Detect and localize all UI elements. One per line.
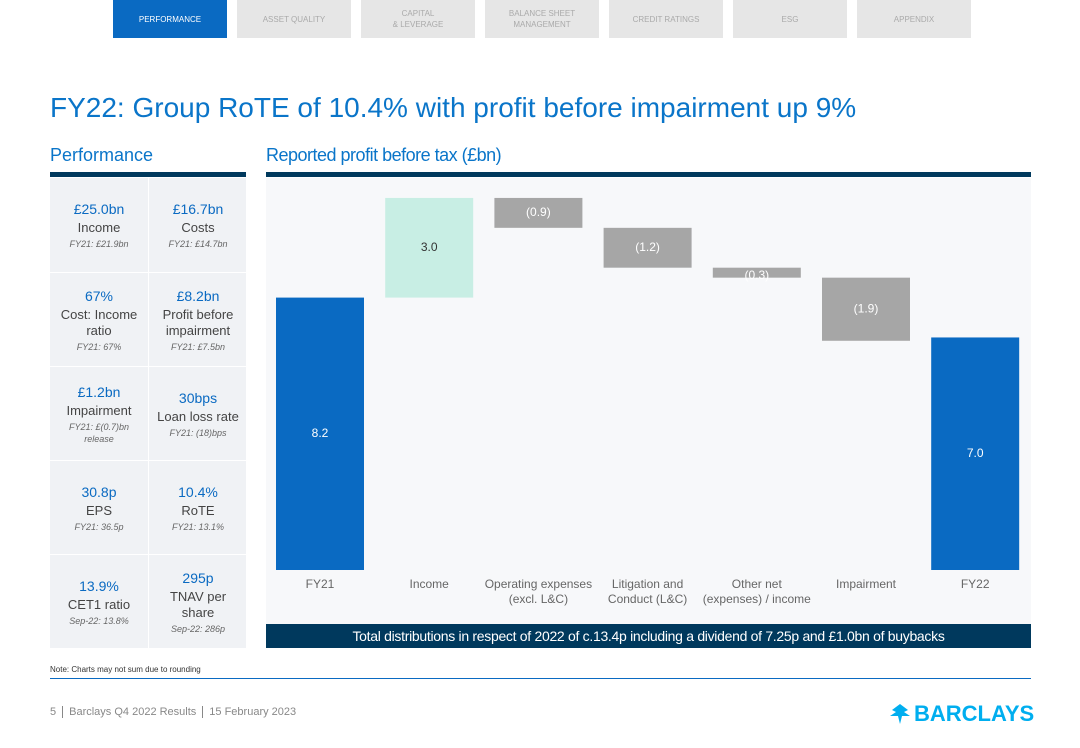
kpi-value: 10.4% [178, 483, 218, 500]
kpi-note: FY21: 13.1% [171, 521, 225, 532]
kpi-cell: 30bps Loan loss rate FY21: (18)bps [148, 366, 247, 461]
logo-icon [890, 704, 910, 724]
kpi-note: FY21: £21.9bn [69, 238, 129, 249]
kpi-value: 13.9% [79, 577, 119, 594]
kpi-label: Loan loss rate [157, 408, 239, 424]
x-tick-label: Other net (expenses) / income [702, 577, 811, 606]
doc-name: Barclays Q4 2022 Results [62, 706, 196, 718]
nav-tab[interactable]: ASSET QUALITY [237, 0, 351, 38]
rule [266, 172, 1031, 177]
kpi-value: 67% [84, 287, 114, 304]
nav-tab[interactable]: BALANCE SHEET MANAGEMENT [485, 0, 599, 38]
kpi-note: Sep-22: 286p [170, 623, 226, 634]
kpi-label: Costs [181, 219, 215, 235]
x-tick-label: Litigation and Conduct (L&C) [607, 577, 688, 606]
page-number: 5 [50, 706, 57, 718]
kpi-value: £8.2bn [176, 287, 220, 304]
nav-tab[interactable]: CAPITAL & LEVERAGE [361, 0, 475, 38]
value-label: 7.0 [967, 446, 984, 460]
bar [822, 277, 910, 341]
rule [50, 172, 246, 177]
kpi-label: Cost: Income ratio [60, 306, 138, 338]
kpi-label: RoTE [181, 502, 215, 518]
footer: 5 Barclays Q4 2022 Results 15 February 2… [50, 706, 296, 718]
value-label: (1.2) [635, 240, 660, 254]
kpi-note: FY21: £7.5bn [170, 341, 226, 352]
slide-title: FY22: Group RoTE of 10.4% with profit be… [50, 92, 857, 123]
value-label: (1.9) [854, 301, 879, 315]
date: 15 February 2023 [202, 706, 296, 718]
x-tick-label: Operating expenses (excl. L&C) [484, 577, 593, 606]
bar [276, 297, 364, 570]
kpi-value: £16.7bn [172, 200, 224, 217]
value-label: 8.2 [312, 426, 329, 440]
kpi-label: Income [77, 219, 121, 235]
bar [603, 227, 692, 268]
chart-area: 8.2 3.0 (0.9) (1.2) (0.3) (1.9) 7.0 FY21 Income… [266, 178, 1031, 624]
bar [494, 197, 583, 228]
panel-heading: Performance [50, 145, 154, 165]
kpi-note: FY21: £14.7bn [168, 238, 228, 249]
rule [50, 678, 1031, 679]
kpi-label: Impairment [66, 402, 132, 418]
chart: 8.2 3.0 (0.9) (1.2) (0.3) (1.9) 7.0 [276, 197, 1020, 570]
bar [712, 267, 801, 278]
kpi-cell: £25.0bn Income FY21: £21.9bn [50, 178, 148, 272]
x-tick-label: FY22 [960, 577, 990, 591]
x-tick-label: FY21 [305, 577, 335, 591]
kpi-note: FY21: (18)bps [169, 427, 227, 438]
value-label: (0.9) [526, 205, 551, 219]
nav-tab[interactable]: APPENDIX [857, 0, 971, 38]
value-label: 3.0 [421, 240, 438, 254]
kpi-note: FY21: £(0.7)bn release [68, 421, 130, 444]
kpi-cell: 30.8p EPS FY21: 36.5p [50, 460, 148, 555]
kpi-cell: 67% Cost: Income ratio FY21: 67% [50, 272, 148, 367]
note: Note: Charts may not sum due to rounding [50, 665, 201, 674]
kpi-value: 295p [182, 569, 214, 586]
kpi-value: £1.2bn [77, 383, 121, 400]
x-tick-label: Impairment [835, 577, 897, 591]
nav-tab[interactable]: ESG [733, 0, 847, 38]
performance-panel: £25.0bn Income FY21: £21.9bn £16.7bn Costs FY… [50, 178, 247, 649]
kpi-label: EPS [85, 502, 112, 518]
kpi-label: TNAV per share [169, 588, 227, 620]
logo: BARCLAYS [914, 701, 1035, 726]
banner: Total distributions in respect of 2022 o… [266, 624, 1031, 648]
kpi-cell: 295p TNAV per share Sep-22: 286p [148, 554, 247, 649]
bar [385, 197, 474, 298]
kpi-note: FY21: 67% [76, 341, 122, 352]
kpi-value: 30bps [178, 389, 218, 406]
x-tick-label: Income [409, 577, 449, 591]
nav-tab[interactable]: PERFORMANCE [113, 0, 227, 38]
kpi-note: FY21: 36.5p [74, 521, 124, 532]
kpi-label: CET1 ratio [67, 596, 131, 612]
kpi-note: Sep-22: 13.8% [69, 615, 129, 626]
kpi-value: 30.8p [81, 483, 117, 500]
bar [931, 337, 1020, 570]
value-label: (0.3) [744, 268, 769, 282]
kpi-cell: £8.2bn Profit before impairment FY21: £7.5… [148, 272, 247, 367]
kpi-cell: 10.4% RoTE FY21: 13.1% [148, 460, 247, 555]
chart-title: Reported profit before tax (£bn) [266, 145, 502, 165]
nav-tab[interactable]: CREDIT RATINGS [609, 0, 723, 38]
kpi-cell: 13.9% CET1 ratio Sep-22: 13.8% [50, 554, 148, 649]
kpi-value: £25.0bn [73, 200, 125, 217]
kpi-label: Profit before impairment [162, 306, 234, 338]
kpi-cell: £16.7bn Costs FY21: £14.7bn [148, 178, 247, 272]
kpi-cell: £1.2bn Impairment FY21: £(0.7)bn release [50, 366, 148, 461]
